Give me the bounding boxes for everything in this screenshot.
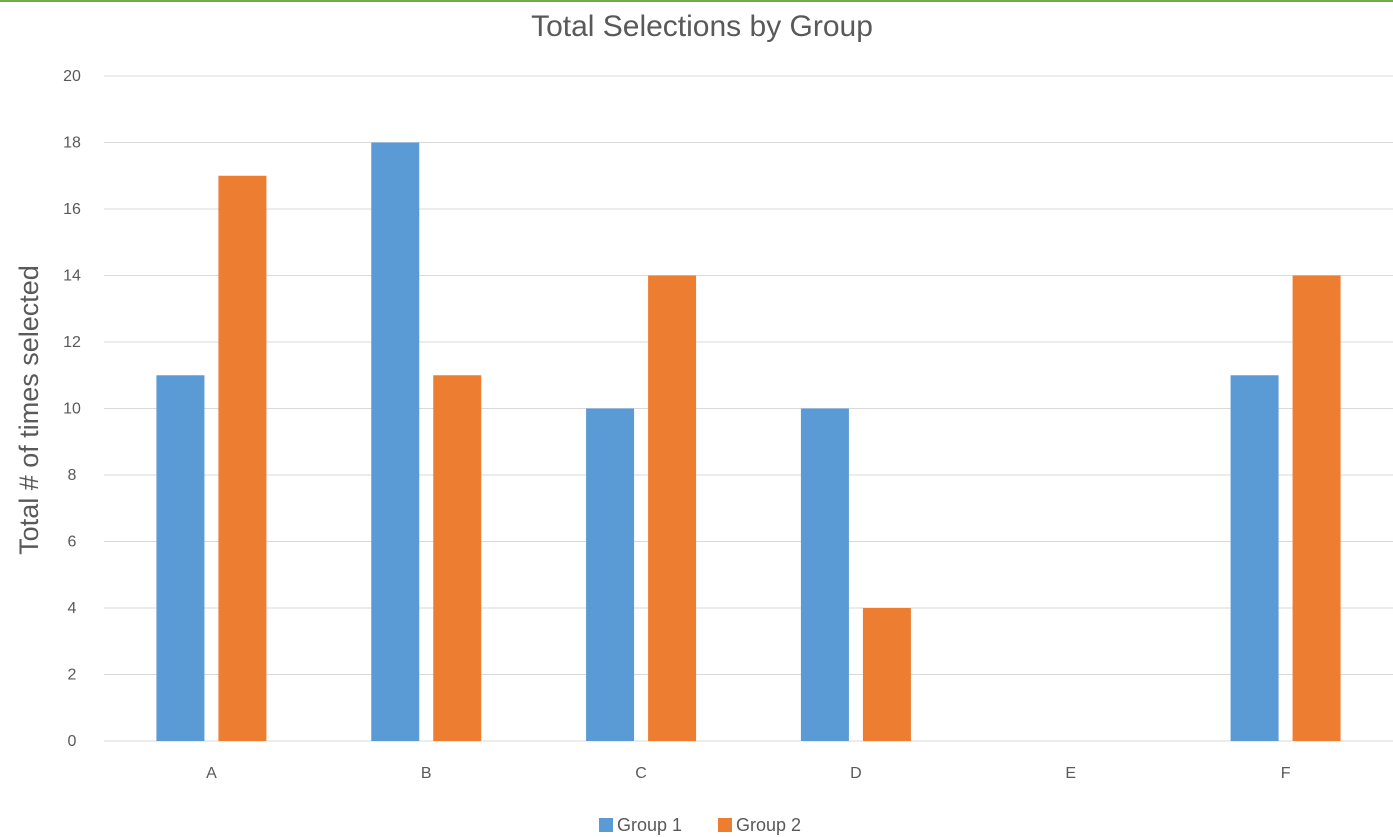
- bar-F-series-1: [1230, 375, 1279, 741]
- y-tick-label: 6: [68, 534, 77, 551]
- gridlines: [104, 75, 1393, 742]
- y-tick-label: 8: [68, 467, 77, 484]
- bar-D-series-1: [800, 408, 849, 741]
- x-tick-label: F: [1281, 765, 1291, 782]
- bar-C-series-2: [648, 275, 697, 741]
- chart-title: Total Selections by Group: [531, 10, 873, 43]
- x-tick-label: C: [635, 765, 647, 782]
- y-tick-label: 20: [63, 68, 81, 85]
- legend-swatch: [718, 818, 732, 832]
- bar-C-series-1: [586, 408, 635, 741]
- bar-B-series-2: [433, 375, 482, 741]
- x-tick-label: A: [206, 765, 217, 782]
- top-accent-rule: [0, 0, 1393, 2]
- y-tick-label: 14: [63, 268, 81, 285]
- x-axis-ticks: A B C D E F: [206, 765, 1291, 782]
- legend: Group 1 Group 2: [599, 815, 801, 835]
- x-tick-label: D: [850, 765, 862, 782]
- y-tick-label: 2: [68, 667, 77, 684]
- bar-B-series-1: [371, 142, 420, 741]
- y-tick-label: 12: [63, 334, 81, 351]
- y-axis-ticks: 0 2 4 6 8 10 12 14 16 18 20: [63, 68, 81, 750]
- bar-F-series-2: [1292, 275, 1341, 741]
- x-tick-label: B: [421, 765, 432, 782]
- legend-label: Group 1: [617, 815, 682, 835]
- x-tick-label: E: [1065, 765, 1076, 782]
- legend-label: Group 2: [736, 815, 801, 835]
- bars: [156, 142, 1341, 741]
- bar-A-series-1: [156, 375, 205, 741]
- y-tick-label: 16: [63, 201, 81, 218]
- y-tick-label: 4: [68, 600, 77, 617]
- y-tick-label: 18: [63, 135, 81, 152]
- bar-A-series-2: [218, 175, 267, 741]
- y-tick-label: 10: [63, 401, 81, 418]
- bar-D-series-2: [862, 608, 911, 741]
- y-axis-title: Total # of times selected: [14, 265, 44, 555]
- y-tick-label: 0: [68, 733, 77, 750]
- legend-swatch: [599, 818, 613, 832]
